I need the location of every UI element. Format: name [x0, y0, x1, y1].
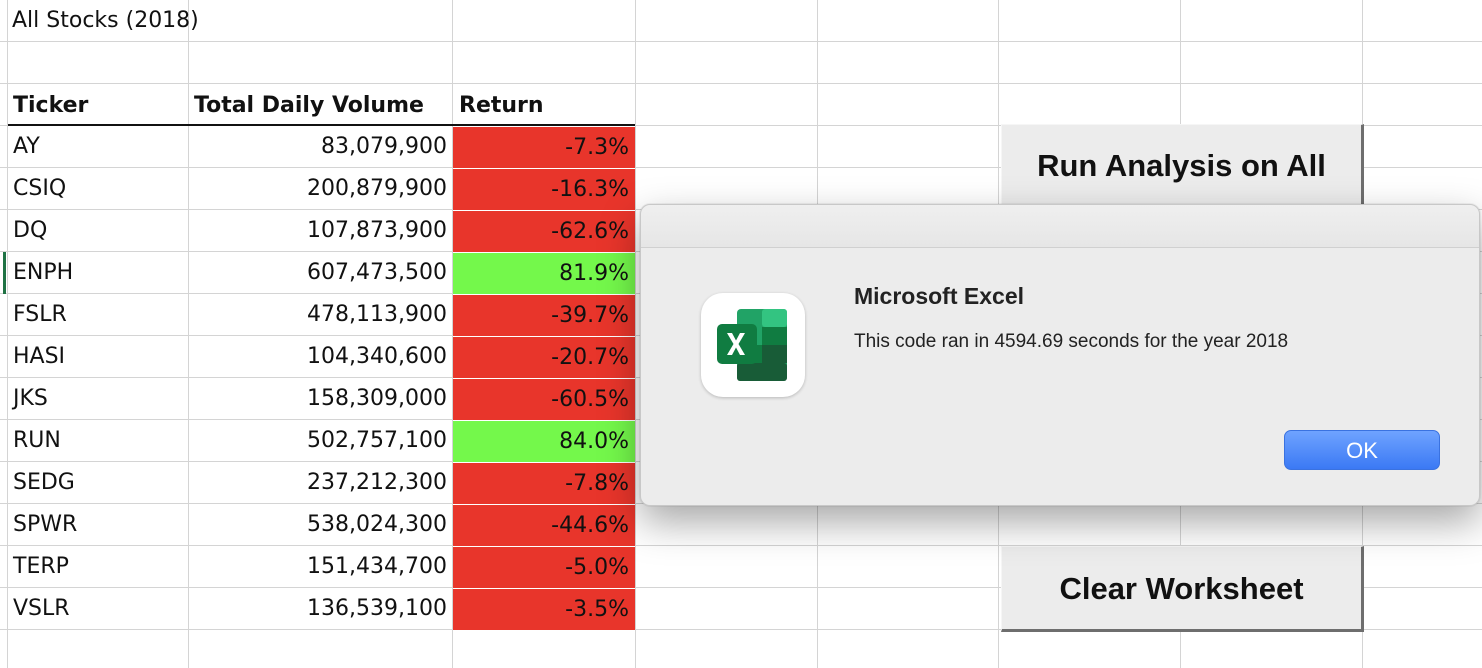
ticker-cell[interactable]: CSIQ [13, 176, 67, 201]
ticker-cell[interactable]: ENPH [13, 260, 74, 285]
dialog-message: This code ran in 4594.69 seconds for the… [854, 331, 1289, 352]
clear-worksheet-button[interactable]: Clear Worksheet [1001, 546, 1364, 632]
header-ticker[interactable]: Ticker [13, 93, 89, 118]
excel-app-icon [701, 293, 805, 397]
ticker-cell[interactable]: SPWR [13, 512, 78, 537]
volume-cell[interactable]: 151,434,700 [307, 554, 447, 579]
volume-cell[interactable]: 237,212,300 [307, 470, 447, 495]
return-cell[interactable]: -20.7% [453, 337, 635, 378]
volume-cell[interactable]: 158,309,000 [307, 386, 447, 411]
volume-cell[interactable]: 502,757,100 [307, 428, 447, 453]
return-cell[interactable]: -60.5% [453, 379, 635, 420]
dialog-title: Microsoft Excel [854, 283, 1024, 309]
volume-cell[interactable]: 136,539,100 [307, 596, 447, 621]
sheet-title-cell[interactable]: All Stocks (2018) [12, 8, 199, 33]
return-cell[interactable]: -7.8% [453, 463, 635, 504]
ticker-cell[interactable]: SEDG [13, 470, 75, 495]
active-row-indicator [3, 252, 6, 294]
return-cell[interactable]: 84.0% [453, 421, 635, 462]
volume-cell[interactable]: 104,340,600 [307, 344, 447, 369]
ticker-cell[interactable]: VSLR [13, 596, 70, 621]
run-analysis-all-button[interactable]: Run Analysis on All [1001, 124, 1364, 208]
volume-cell[interactable]: 200,879,900 [307, 176, 447, 201]
ticker-cell[interactable]: FSLR [13, 302, 67, 327]
ticker-cell[interactable]: JKS [13, 386, 48, 411]
ticker-cell[interactable]: TERP [13, 554, 69, 579]
volume-cell[interactable]: 607,473,500 [307, 260, 447, 285]
header-total-daily-volume[interactable]: Total Daily Volume [194, 93, 424, 118]
volume-cell[interactable]: 478,113,900 [307, 302, 447, 327]
return-cell[interactable]: -7.3% [453, 127, 635, 168]
volume-cell[interactable]: 538,024,300 [307, 512, 447, 537]
return-cell[interactable]: -3.5% [453, 589, 635, 630]
return-cell[interactable]: -39.7% [453, 295, 635, 336]
volume-cell[interactable]: 107,873,900 [307, 218, 447, 243]
return-cell[interactable]: -5.0% [453, 547, 635, 588]
ticker-cell[interactable]: RUN [13, 428, 61, 453]
ticker-cell[interactable]: AY [13, 134, 40, 159]
volume-cell[interactable]: 83,079,900 [321, 134, 447, 159]
ok-button[interactable]: OK [1284, 430, 1440, 470]
return-cell[interactable]: -44.6% [453, 505, 635, 546]
ticker-cell[interactable]: DQ [13, 218, 48, 243]
return-cell[interactable]: -16.3% [453, 169, 635, 210]
ticker-cell[interactable]: HASI [13, 344, 66, 369]
header-return[interactable]: Return [459, 93, 544, 118]
header-underline [8, 124, 635, 126]
dialog-titlebar[interactable] [641, 205, 1479, 248]
alert-dialog: Microsoft Excel This code ran in 4594.69… [640, 204, 1480, 506]
return-cell[interactable]: -62.6% [453, 211, 635, 252]
return-cell[interactable]: 81.9% [453, 253, 635, 294]
